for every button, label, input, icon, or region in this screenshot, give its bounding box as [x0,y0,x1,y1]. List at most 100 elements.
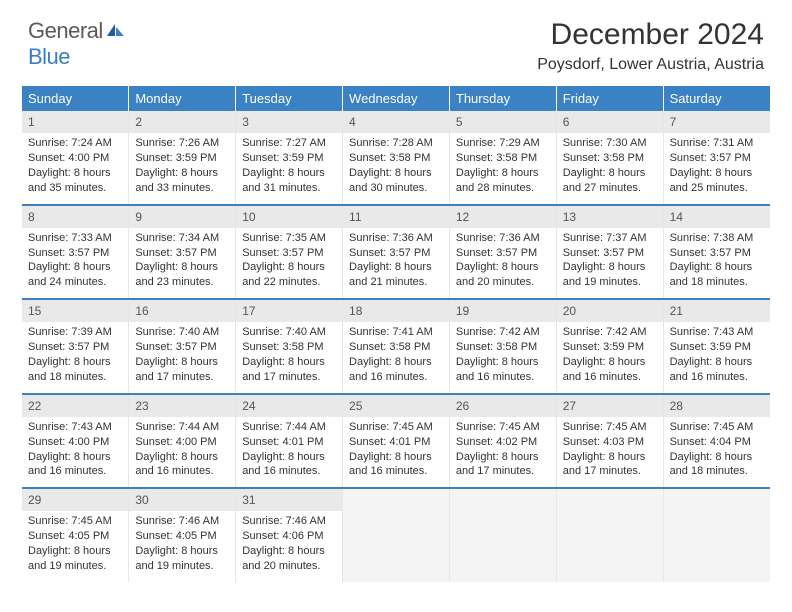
dayname-sat: Saturday [663,86,770,111]
daylight-text: and 16 minutes. [670,370,764,385]
day-cell: 1Sunrise: 7:24 AMSunset: 4:00 PMDaylight… [22,111,129,205]
logo: General Blue [28,18,125,70]
day-cell: 22Sunrise: 7:43 AMSunset: 4:00 PMDayligh… [22,395,129,489]
day-cell: 26Sunrise: 7:45 AMSunset: 4:02 PMDayligh… [449,395,556,489]
daylight-text: and 17 minutes. [563,464,657,479]
day-number: 30 [129,489,235,511]
day-number: 4 [343,111,449,133]
day-cell: 16Sunrise: 7:40 AMSunset: 3:57 PMDayligh… [129,300,236,394]
day-number: 28 [664,395,770,417]
day-body: Sunrise: 7:28 AMSunset: 3:58 PMDaylight:… [343,133,449,203]
week-row: 15Sunrise: 7:39 AMSunset: 3:57 PMDayligh… [22,300,770,394]
day-cell: 11Sunrise: 7:36 AMSunset: 3:57 PMDayligh… [343,206,450,300]
day-number: 20 [557,300,663,322]
day-number: 17 [236,300,342,322]
daylight-text: Daylight: 8 hours [28,544,122,559]
day-cell: 13Sunrise: 7:37 AMSunset: 3:57 PMDayligh… [556,206,663,300]
daylight-text: and 23 minutes. [135,275,229,290]
daylight-text: Daylight: 8 hours [563,450,657,465]
day-cell: 9Sunrise: 7:34 AMSunset: 3:57 PMDaylight… [129,206,236,300]
sunset-text: Sunset: 4:00 PM [28,435,122,450]
day-number: 11 [343,206,449,228]
logo-text: General Blue [28,18,125,70]
day-number: 5 [450,111,556,133]
day-cell: 25Sunrise: 7:45 AMSunset: 4:01 PMDayligh… [343,395,450,489]
day-number: 10 [236,206,342,228]
daylight-text: and 17 minutes. [456,464,550,479]
logo-sail-icon [105,22,125,43]
day-number: 2 [129,111,235,133]
dayname-mon: Monday [129,86,236,111]
day-body: Sunrise: 7:45 AMSunset: 4:05 PMDaylight:… [22,511,128,581]
day-number: 23 [129,395,235,417]
day-number: 27 [557,395,663,417]
day-number: 24 [236,395,342,417]
daylight-text: Daylight: 8 hours [456,450,550,465]
day-cell: 15Sunrise: 7:39 AMSunset: 3:57 PMDayligh… [22,300,129,394]
sunset-text: Sunset: 3:57 PM [456,246,550,261]
day-number: 9 [129,206,235,228]
day-number: 15 [22,300,128,322]
sunrise-text: Sunrise: 7:42 AM [456,325,550,340]
sunset-text: Sunset: 4:01 PM [242,435,336,450]
day-number: 6 [557,111,663,133]
daylight-text: Daylight: 8 hours [563,260,657,275]
day-body: Sunrise: 7:35 AMSunset: 3:57 PMDaylight:… [236,228,342,298]
day-body: Sunrise: 7:31 AMSunset: 3:57 PMDaylight:… [664,133,770,203]
daylight-text: and 17 minutes. [242,370,336,385]
dayname-fri: Friday [556,86,663,111]
sunset-text: Sunset: 3:57 PM [135,246,229,261]
day-number: 25 [343,395,449,417]
day-number: 22 [22,395,128,417]
day-body: Sunrise: 7:36 AMSunset: 3:57 PMDaylight:… [343,228,449,298]
sunrise-text: Sunrise: 7:41 AM [349,325,443,340]
day-cell: . [663,489,770,582]
daylight-text: and 16 minutes. [456,370,550,385]
sunset-text: Sunset: 3:57 PM [28,246,122,261]
day-cell: 3Sunrise: 7:27 AMSunset: 3:59 PMDaylight… [236,111,343,205]
daylight-text: and 18 minutes. [670,275,764,290]
sunrise-text: Sunrise: 7:34 AM [135,231,229,246]
day-number: 19 [450,300,556,322]
day-number: 13 [557,206,663,228]
daylight-text: Daylight: 8 hours [242,260,336,275]
week-row: 29Sunrise: 7:45 AMSunset: 4:05 PMDayligh… [22,489,770,582]
sunrise-text: Sunrise: 7:42 AM [563,325,657,340]
day-body: Sunrise: 7:41 AMSunset: 3:58 PMDaylight:… [343,322,449,392]
sunset-text: Sunset: 4:05 PM [28,529,122,544]
daylight-text: and 16 minutes. [349,464,443,479]
daylight-text: Daylight: 8 hours [456,260,550,275]
day-number: 16 [129,300,235,322]
day-body: Sunrise: 7:34 AMSunset: 3:57 PMDaylight:… [129,228,235,298]
daylight-text: Daylight: 8 hours [349,355,443,370]
daylight-text: and 19 minutes. [135,559,229,574]
day-cell: 24Sunrise: 7:44 AMSunset: 4:01 PMDayligh… [236,395,343,489]
day-cell: 7Sunrise: 7:31 AMSunset: 3:57 PMDaylight… [663,111,770,205]
sunset-text: Sunset: 3:57 PM [242,246,336,261]
sunrise-text: Sunrise: 7:28 AM [349,136,443,151]
sunrise-text: Sunrise: 7:33 AM [28,231,122,246]
daylight-text: Daylight: 8 hours [135,166,229,181]
day-cell: 17Sunrise: 7:40 AMSunset: 3:58 PMDayligh… [236,300,343,394]
daylight-text: Daylight: 8 hours [349,450,443,465]
daylight-text: and 27 minutes. [563,181,657,196]
sunset-text: Sunset: 3:57 PM [670,246,764,261]
dayname-sun: Sunday [22,86,129,111]
sunrise-text: Sunrise: 7:44 AM [242,420,336,435]
daylight-text: and 31 minutes. [242,181,336,196]
sunrise-text: Sunrise: 7:43 AM [670,325,764,340]
daylight-text: Daylight: 8 hours [670,355,764,370]
day-cell: 21Sunrise: 7:43 AMSunset: 3:59 PMDayligh… [663,300,770,394]
daylight-text: and 20 minutes. [456,275,550,290]
day-cell: 23Sunrise: 7:44 AMSunset: 4:00 PMDayligh… [129,395,236,489]
location-label: Poysdorf, Lower Austria, Austria [537,56,764,74]
daylight-text: and 33 minutes. [135,181,229,196]
daylight-text: and 28 minutes. [456,181,550,196]
daylight-text: Daylight: 8 hours [456,355,550,370]
day-cell: 27Sunrise: 7:45 AMSunset: 4:03 PMDayligh… [556,395,663,489]
sunset-text: Sunset: 4:00 PM [135,435,229,450]
day-number: 29 [22,489,128,511]
day-body: Sunrise: 7:45 AMSunset: 4:01 PMDaylight:… [343,417,449,487]
sunset-text: Sunset: 3:57 PM [349,246,443,261]
dayname-wed: Wednesday [343,86,450,111]
